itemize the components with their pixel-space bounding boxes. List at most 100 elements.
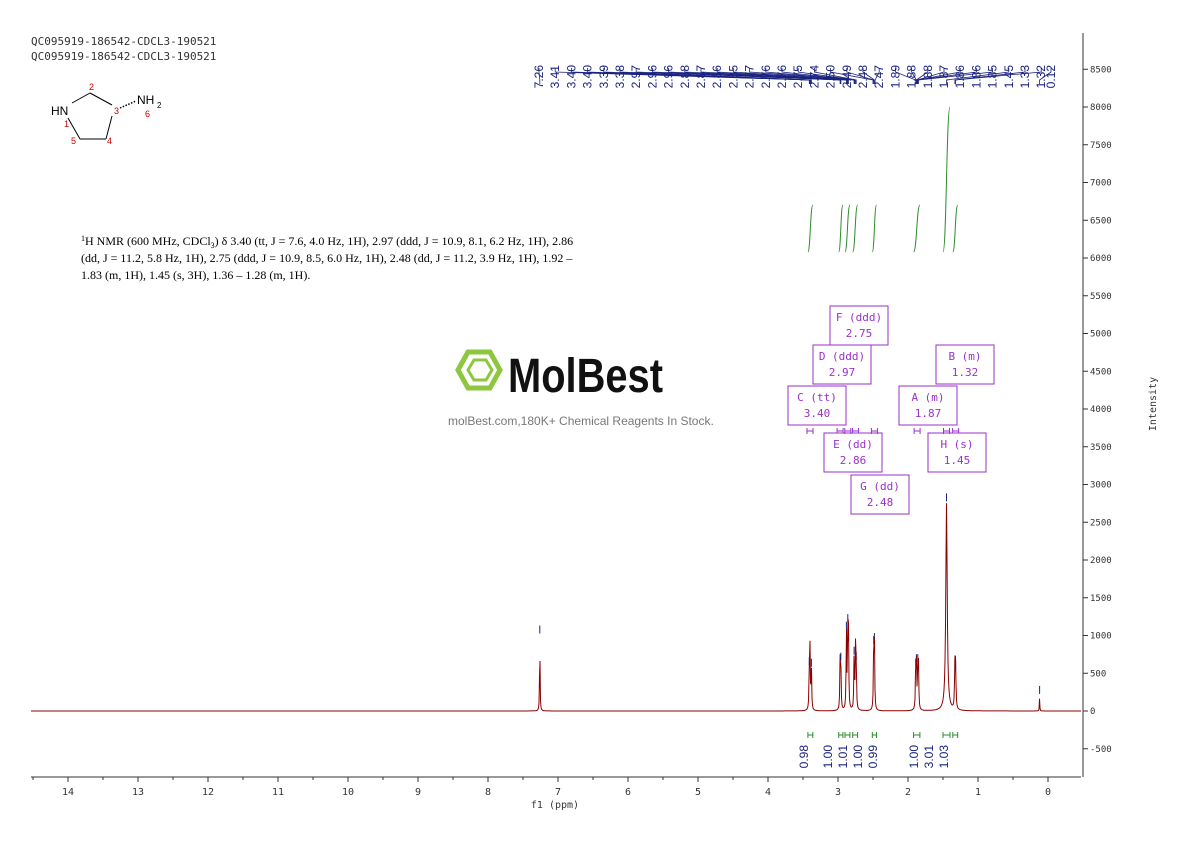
multiplet-shift: 2.48	[867, 496, 894, 509]
peak-label: 3.40	[581, 65, 595, 89]
multiplet-box-frame	[787, 385, 847, 426]
peak-label: 2.97	[629, 65, 643, 89]
peak-leader-line	[955, 68, 1042, 84]
nmr-superscript: 1	[81, 234, 85, 243]
atom-number-3: 3	[114, 106, 119, 116]
multiplet-box: A (m) 1.87	[898, 385, 958, 434]
multiplet-shift: 1.45	[944, 454, 971, 467]
integral-curves	[807, 106, 959, 253]
multiplet-label: A (m)	[911, 391, 944, 404]
peak-label: 1.89	[888, 65, 902, 89]
sample-id-line-1: QC095919-186542-CDCL3-190521	[31, 35, 216, 48]
multiplet-box-frame	[823, 432, 883, 473]
multiplet-boxes: F (ddd) 2.75 D (ddd) 2.97 B (m) 1.32 C (tt) 3.4…	[787, 305, 995, 515]
multiplet-box: B (m) 1.32	[935, 344, 995, 434]
molbest-tagline: molBest.com,180K+ Chemical Reagents In S…	[448, 414, 714, 428]
multiplet-label: C (tt)	[797, 391, 837, 404]
peak-label: 1.32	[1034, 65, 1048, 89]
y-tick-label: 6000	[1090, 254, 1112, 264]
multiplet-box-frame	[927, 432, 987, 473]
peak-leader-line	[814, 68, 857, 84]
peak-leader-line	[1039, 68, 1052, 84]
nmr-line-1-pre: H NMR (600 MHz, CDCl	[85, 234, 211, 248]
atom-number-1: 1	[64, 119, 69, 129]
x-tick-label: 2	[905, 787, 911, 798]
peak-leader-line	[954, 68, 1026, 84]
peak-label: 0.12	[1044, 65, 1058, 89]
peak-label: 2.48	[856, 65, 870, 89]
peak-label: 2.77	[743, 65, 757, 89]
x-tick-label: 13	[132, 787, 144, 798]
peak-label: 2.50	[824, 65, 838, 89]
peak-label: 1.86	[953, 65, 967, 89]
integral-value: 1.00	[821, 745, 835, 769]
multiplet-box-frame	[898, 385, 958, 426]
peak-label: 3.39	[597, 65, 611, 89]
multiplet-shift: 2.75	[846, 327, 873, 340]
nmr-line-3: 1.83 (m, 1H), 1.45 (s, 3H), 1.36 – 1.28 …	[81, 268, 310, 282]
peak-leader-line	[668, 68, 842, 84]
multiplet-box: D (ddd) 2.97	[812, 344, 872, 434]
molbest-watermark: MolBest molBest.com,180K+ Chemical Reage…	[448, 349, 714, 428]
peak-leader-line	[862, 68, 875, 84]
peak-label: 3.40	[564, 65, 578, 89]
nmr-description: 1H NMR (600 MHz, CDCl3) δ 3.40 (tt, J = …	[81, 234, 573, 282]
peak-label: 1.88	[905, 65, 919, 89]
multiplet-label: H (s)	[940, 438, 973, 451]
molbest-brand: MolBest	[508, 350, 663, 403]
y-tick-label: 7000	[1090, 179, 1112, 189]
multiplet-box: C (tt) 3.40	[787, 385, 847, 434]
peak-label: 3.38	[613, 65, 627, 89]
y-axis-label: Intensity	[1148, 377, 1159, 431]
multiplet-label: E (dd)	[833, 438, 873, 451]
peak-label: 3.41	[548, 65, 562, 89]
x-tick-label: 5	[695, 787, 701, 798]
peak-leader-line	[946, 68, 1010, 84]
peak-leader-line	[619, 68, 812, 84]
peak-label: 2.96	[662, 65, 676, 89]
peak-leader-line	[781, 68, 856, 84]
integral-value: 3.01	[922, 745, 936, 769]
peak-label: 2.96	[645, 65, 659, 89]
atom-number-5: 5	[71, 136, 76, 146]
y-tick-label: 6500	[1090, 216, 1112, 226]
y-tick-label: 5500	[1090, 292, 1112, 302]
integral-curve	[871, 204, 877, 253]
integral-curve	[838, 204, 844, 253]
multiplet-box: F (ddd) 2.75	[829, 305, 889, 434]
spectrum-line	[31, 503, 1081, 712]
nmr-line-1-sub: 3	[211, 241, 215, 250]
nmr-line-1-post: ) δ 3.40 (tt, J = 7.6, 4.0 Hz, 1H), 2.97…	[215, 234, 574, 248]
integral-curve	[852, 204, 859, 253]
multiplet-box-frame	[829, 305, 889, 346]
multiplet-box-frame	[850, 474, 910, 515]
x-tick-label: 6	[625, 787, 631, 798]
x-tick-label: 14	[62, 787, 74, 798]
peak-leader-line	[716, 68, 849, 84]
molbest-logo-icon	[455, 349, 503, 391]
peak-leader-line	[797, 68, 856, 84]
peak-leader-line	[874, 68, 880, 84]
y-tick-label: -500	[1090, 745, 1112, 755]
peak-label: 2.49	[840, 65, 854, 89]
peak-label: 2.75	[791, 65, 805, 89]
x-tick-label: 7	[555, 787, 561, 798]
integral-curve	[807, 204, 814, 253]
y-tick-label: 500	[1090, 669, 1106, 679]
multiplet-shift: 2.97	[829, 366, 856, 379]
peak-leader-line	[830, 68, 874, 84]
multiplet-shift: 2.86	[840, 454, 867, 467]
peak-label: 2.47	[872, 65, 886, 89]
multiplet-label: B (m)	[948, 350, 981, 363]
integral-value: 1.00	[851, 745, 865, 769]
peak-label: 2.76	[759, 65, 773, 89]
peak-leader-line	[684, 68, 847, 84]
peak-leader-line	[918, 68, 993, 84]
integral-curve	[942, 106, 951, 253]
peak-label: 2.87	[694, 65, 708, 89]
integral-values: 0.98 1.00 1.01 1.00 0.99 1.00 3.01 1.03	[797, 732, 959, 769]
peak-label: 2.76	[775, 65, 789, 89]
y-tick-label: 8500	[1090, 65, 1112, 75]
peak-leader-line	[733, 68, 849, 84]
integral-value: 1.00	[907, 745, 921, 769]
